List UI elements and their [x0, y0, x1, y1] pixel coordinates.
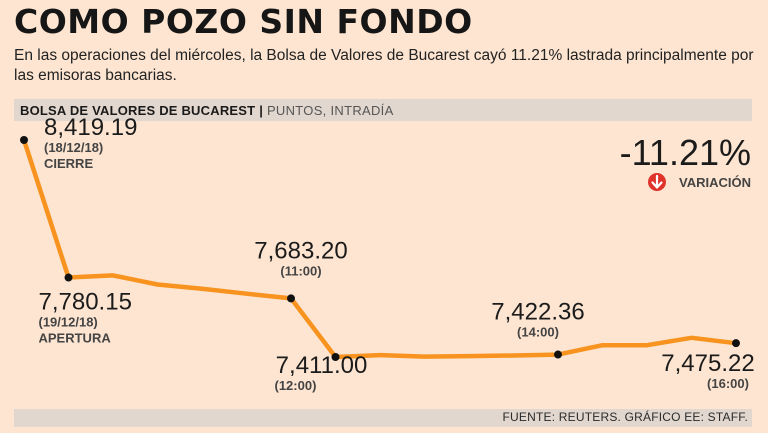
footer-bar: FUENTE: REUTERS. GRÁFICO EE: STAFF. [14, 409, 752, 427]
data-label-note: CIERRE [44, 156, 93, 171]
header-secondary-label: PUNTOS, INTRADÍA [266, 102, 394, 118]
data-label-value: 7,422.36 [491, 299, 584, 326]
data-label-value: 7,475.22 [661, 350, 754, 377]
marker-layer [20, 136, 740, 361]
data-label-note: (14:00) [517, 325, 559, 340]
header-separator: | [259, 102, 263, 118]
data-label-value: 8,419.19 [44, 114, 137, 141]
data-point-marker [331, 353, 340, 361]
data-point-marker [732, 339, 740, 348]
data-label-note: APERTURA [39, 331, 112, 346]
source-note: FUENTE: REUTERS. GRÁFICO EE: STAFF. [502, 410, 748, 424]
data-label-note: (16:00) [707, 376, 749, 391]
data-label-note: (11:00) [280, 263, 321, 278]
series-line [21, 137, 739, 360]
data-point-marker [20, 136, 28, 144]
data-point-marker [554, 350, 562, 359]
chart-header-bar: BOLSA DE VALORES DE BUCAREST | PUNTOS, I… [14, 99, 752, 121]
data-label-note: (12:00) [275, 378, 317, 393]
line-layer [21, 137, 739, 360]
label-layer: 8,419.19(18/12/18)CIERRE 7,780.15(19/12/1… [39, 114, 755, 393]
variation-value: -11.21% [620, 132, 751, 173]
variation-block: -11.21% VARIACIÓN [620, 132, 751, 191]
data-label-note: (19/12/18) [39, 315, 98, 330]
data-label-value: 7,411.00 [276, 352, 368, 379]
data-label-value: 7,683.20 [254, 237, 347, 264]
data-label-note: (18/12/18) [44, 140, 103, 155]
variation-label: VARIACIÓN [679, 175, 751, 190]
header-main-label: BOLSA DE VALORES DE BUCAREST [20, 102, 256, 118]
data-point-marker [64, 273, 73, 282]
down-arrow-circle-icon [648, 173, 666, 191]
data-label-value: 7,780.15 [39, 289, 132, 316]
chart-title: COMO POZO SIN FONDO [14, 2, 473, 41]
chart-subtitle: En las operaciones del miércoles, la Bol… [14, 47, 754, 84]
data-point-marker [287, 294, 295, 303]
